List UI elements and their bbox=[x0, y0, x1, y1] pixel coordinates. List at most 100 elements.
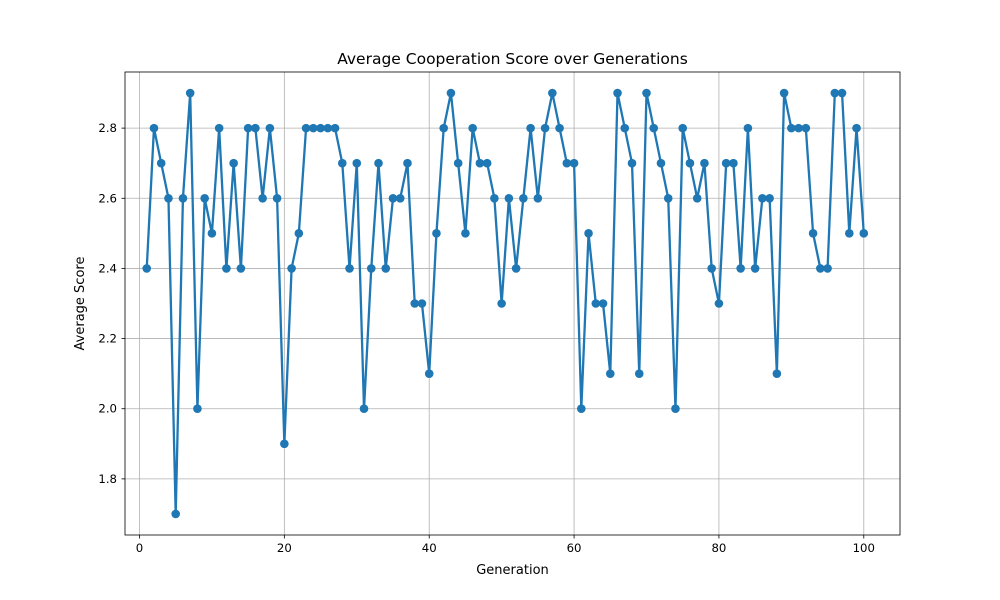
data-point bbox=[439, 123, 448, 133]
x-tick-label: 60 bbox=[567, 541, 582, 555]
data-point bbox=[156, 158, 166, 168]
data-point bbox=[236, 264, 246, 273]
data-point bbox=[446, 88, 456, 98]
x-tick-label: 0 bbox=[136, 541, 143, 555]
data-point bbox=[852, 123, 861, 133]
data-point bbox=[265, 123, 275, 133]
data-point bbox=[765, 193, 774, 203]
data-point bbox=[569, 158, 579, 168]
data-point bbox=[613, 88, 622, 98]
data-point bbox=[251, 123, 260, 133]
data-point bbox=[323, 123, 333, 133]
data-point bbox=[656, 158, 666, 168]
data-point bbox=[214, 123, 224, 133]
data-point bbox=[584, 229, 593, 238]
data-point bbox=[178, 193, 188, 203]
y-tick-label: 2.6 bbox=[98, 191, 117, 205]
data-point bbox=[605, 369, 615, 378]
data-point bbox=[627, 158, 637, 168]
data-point bbox=[359, 404, 369, 414]
data-point bbox=[721, 158, 731, 168]
data-point bbox=[410, 299, 420, 308]
data-series bbox=[142, 88, 869, 519]
data-point bbox=[678, 123, 688, 133]
data-point bbox=[207, 229, 217, 238]
x-tick-label: 20 bbox=[277, 541, 292, 555]
x-tick-label: 100 bbox=[853, 541, 875, 555]
data-point bbox=[497, 299, 506, 308]
data-point bbox=[685, 158, 695, 168]
data-point bbox=[801, 123, 811, 133]
data-point bbox=[772, 369, 782, 378]
data-point bbox=[475, 158, 485, 168]
data-point bbox=[620, 123, 630, 133]
data-point bbox=[540, 123, 550, 133]
data-point bbox=[381, 264, 391, 273]
data-point bbox=[171, 509, 181, 519]
data-point bbox=[345, 264, 354, 273]
data-point bbox=[671, 404, 680, 414]
axes: 0 20 40 60 80 100 1.8 2.0 2.2 2.4 2.6 2.8 bbox=[98, 121, 875, 555]
data-point bbox=[243, 123, 253, 133]
y-tick-label: 1.8 bbox=[98, 472, 117, 486]
data-point bbox=[461, 229, 470, 238]
data-point bbox=[352, 158, 362, 168]
x-axis-label: Generation bbox=[476, 563, 549, 578]
data-point bbox=[736, 264, 745, 273]
data-point bbox=[309, 123, 318, 133]
data-point bbox=[779, 88, 789, 98]
data-point bbox=[453, 158, 463, 168]
data-point bbox=[533, 193, 543, 203]
data-point bbox=[424, 369, 434, 378]
data-point bbox=[432, 229, 441, 238]
data-point bbox=[185, 88, 195, 98]
data-point bbox=[692, 193, 702, 203]
data-point bbox=[794, 123, 803, 133]
data-point bbox=[758, 193, 767, 203]
data-point bbox=[337, 158, 347, 168]
data-point bbox=[729, 158, 738, 168]
data-point bbox=[330, 123, 340, 133]
data-point bbox=[750, 264, 760, 273]
data-point bbox=[294, 229, 304, 238]
y-tick-label: 2.2 bbox=[98, 332, 117, 346]
data-point bbox=[700, 158, 709, 168]
data-point bbox=[280, 439, 289, 449]
plot-frame bbox=[124, 71, 901, 536]
y-axis-label: Average Score bbox=[73, 257, 88, 351]
data-point bbox=[837, 88, 847, 98]
y-tick-label: 2.0 bbox=[98, 402, 117, 416]
data-point bbox=[490, 193, 499, 203]
data-point bbox=[149, 123, 159, 133]
data-point bbox=[526, 123, 535, 133]
data-point bbox=[316, 123, 325, 133]
data-point bbox=[164, 193, 173, 203]
chart-title: Average Cooperation Score over Generatio… bbox=[337, 50, 688, 68]
y-tick-label: 2.4 bbox=[98, 261, 117, 275]
data-point bbox=[707, 264, 716, 273]
data-point bbox=[374, 158, 383, 168]
data-point bbox=[808, 229, 818, 238]
data-point bbox=[482, 158, 492, 168]
data-point bbox=[142, 264, 152, 273]
data-point bbox=[577, 404, 586, 414]
data-point bbox=[844, 229, 854, 238]
data-point bbox=[548, 88, 557, 98]
data-point bbox=[258, 193, 267, 203]
data-point bbox=[787, 123, 796, 133]
data-point bbox=[468, 123, 477, 133]
data-point bbox=[642, 88, 651, 98]
data-point bbox=[417, 299, 427, 308]
plot-area bbox=[125, 72, 900, 535]
data-point bbox=[598, 299, 608, 308]
data-point bbox=[272, 193, 282, 203]
data-point bbox=[403, 158, 412, 168]
data-point bbox=[714, 299, 724, 308]
data-point bbox=[200, 193, 209, 203]
x-tick-label: 80 bbox=[711, 541, 726, 555]
data-point bbox=[830, 88, 840, 98]
data-point bbox=[229, 158, 238, 168]
data-point bbox=[743, 123, 753, 133]
data-point bbox=[504, 193, 514, 203]
